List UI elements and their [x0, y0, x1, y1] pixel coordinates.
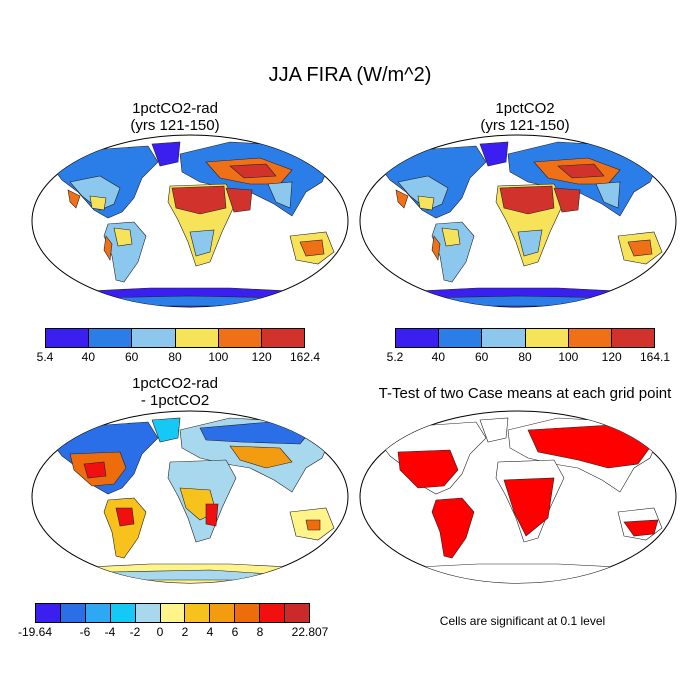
colorbar-3-swatch-8 [235, 604, 261, 622]
colorbar-3-swatch-2 [85, 604, 111, 622]
colorbar-2-tick-label: 40 [431, 350, 446, 364]
colorbar-1-swatch-2 [132, 329, 176, 347]
colorbar-2-tick-label: 60 [474, 350, 489, 364]
colorbar-2-swatch-5 [611, 329, 655, 347]
panel-1-title-line1: 1pctCO2-rad [132, 100, 218, 117]
colorbar-2-tick-label: 80 [518, 350, 532, 364]
colorbar-1-tick-label: 80 [168, 350, 182, 364]
colorbar-2-tick-label: 164.1 [639, 350, 671, 364]
colorbar-3-swatch-5 [160, 604, 186, 622]
colorbar-3-swatch-4 [135, 604, 161, 622]
main-title: JJA FIRA (W/m^2) [268, 64, 432, 86]
colorbar-3-tick-label: 0 [156, 625, 164, 639]
colorbar-3 [35, 603, 310, 623]
panel-3-title: 1pctCO2-rad - 1pctCO2 [25, 375, 325, 409]
colorbar-2-tick-label: 120 [601, 350, 622, 364]
colorbar-3-swatch-1 [60, 604, 86, 622]
colorbar-3-swatch-3 [110, 604, 136, 622]
panel-2-title: 1pctCO2 (yrs 121-150) [375, 100, 675, 134]
panel-1-title: 1pctCO2-rad (yrs 121-150) [25, 100, 325, 134]
colorbar-3-swatch-0 [36, 604, 61, 622]
colorbar-3-swatch-7 [210, 604, 236, 622]
colorbar-1 [45, 328, 305, 348]
colorbar-3-tick-label: -6 [79, 625, 91, 639]
colorbar-3-swatch-10 [285, 604, 309, 622]
colorbar-3-tick-label: 2 [181, 625, 189, 639]
colorbar-3-tick-label: 6 [231, 625, 239, 639]
colorbar-1-swatch-3 [175, 329, 219, 347]
panel-3-title-line1: 1pctCO2-rad [132, 375, 218, 392]
colorbar-1-swatch-4 [218, 329, 262, 347]
colorbar-3-tick-label: -19.64 [17, 625, 53, 639]
colorbar-1-tick-label: 120 [251, 350, 272, 364]
colorbar-1-swatch-5 [261, 329, 305, 347]
colorbar-1-tick-label: 60 [124, 350, 139, 364]
colorbar-2-swatch-0 [396, 329, 440, 347]
colorbar-3-tick-label: -4 [104, 625, 116, 639]
panel-1-title-line2: (yrs 121-150) [130, 117, 220, 134]
colorbar-2-swatch-4 [568, 329, 612, 347]
colorbar-3-tick-label: 8 [256, 625, 264, 639]
colorbar-2 [395, 328, 655, 348]
colorbar-1-tick-label: 5.4 [36, 350, 54, 364]
colorbar-1-tick-label: 162.4 [289, 350, 321, 364]
colorbar-3-swatch-6 [185, 604, 211, 622]
colorbar-2-tick-label: 100 [558, 350, 579, 364]
colorbar-1-swatch-0 [46, 329, 90, 347]
colorbar-3-tick-label: 22.807 [291, 625, 329, 639]
colorbar-2-tick-label: 5.2 [386, 350, 404, 364]
significance-note: Cells are significant at 0.1 level [439, 614, 606, 628]
panel-3-title-line2: - 1pctCO2 [140, 392, 210, 409]
colorbar-2-swatch-3 [525, 329, 569, 347]
colorbar-1-tick-label: 100 [208, 350, 229, 364]
panel-2-title-line1: 1pctCO2 [495, 100, 555, 117]
map-panel-2 [359, 134, 677, 308]
colorbar-2-swatch-2 [482, 329, 526, 347]
panel-2-title-line2: (yrs 121-150) [480, 117, 570, 134]
colorbar-3-tick-label: 4 [206, 625, 214, 639]
colorbar-1-swatch-1 [89, 329, 133, 347]
map-panel-1 [31, 134, 349, 308]
map-panel-4 [359, 410, 677, 584]
colorbar-1-tick-label: 40 [81, 350, 96, 364]
map-panel-3 [31, 410, 349, 584]
colorbar-3-swatch-9 [260, 604, 286, 622]
colorbar-2-swatch-1 [439, 329, 483, 347]
colorbar-3-tick-label: -2 [129, 625, 141, 639]
panel-4-title: T-Test of two Case means at each grid po… [378, 385, 672, 402]
